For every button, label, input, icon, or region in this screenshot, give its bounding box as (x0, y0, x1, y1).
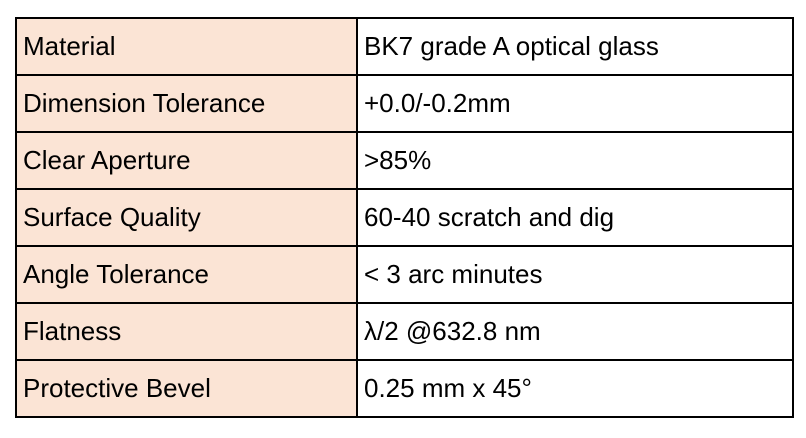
spec-label-material: Material (15, 17, 358, 76)
spec-label-angle-tolerance: Angle Tolerance (15, 245, 358, 304)
spec-value-surface-quality: 60-40 scratch and dig (356, 188, 794, 247)
spec-label-dimension-tolerance: Dimension Tolerance (15, 74, 358, 133)
spec-label-flatness: Flatness (15, 302, 358, 361)
specifications-table: Material BK7 grade A optical glass Dimen… (15, 17, 794, 418)
spec-label-clear-aperture: Clear Aperture (15, 131, 358, 190)
spec-value-flatness: λ/2 @632.8 nm (356, 302, 794, 361)
spec-value-protective-bevel: 0.25 mm x 45° (356, 359, 794, 418)
table-row: Clear Aperture >85% (15, 131, 794, 190)
table-row: Angle Tolerance < 3 arc minutes (15, 245, 794, 304)
table-row: Flatness λ/2 @632.8 nm (15, 302, 794, 361)
table-row: Protective Bevel 0.25 mm x 45° (15, 359, 794, 418)
spec-label-surface-quality: Surface Quality (15, 188, 358, 247)
table-row: Surface Quality 60-40 scratch and dig (15, 188, 794, 247)
spec-value-dimension-tolerance: +0.0/-0.2mm (356, 74, 794, 133)
table-row: Dimension Tolerance +0.0/-0.2mm (15, 74, 794, 133)
spec-value-material: BK7 grade A optical glass (356, 17, 794, 76)
table-row: Material BK7 grade A optical glass (15, 17, 794, 76)
spec-value-clear-aperture: >85% (356, 131, 794, 190)
spec-value-angle-tolerance: < 3 arc minutes (356, 245, 794, 304)
spec-label-protective-bevel: Protective Bevel (15, 359, 358, 418)
